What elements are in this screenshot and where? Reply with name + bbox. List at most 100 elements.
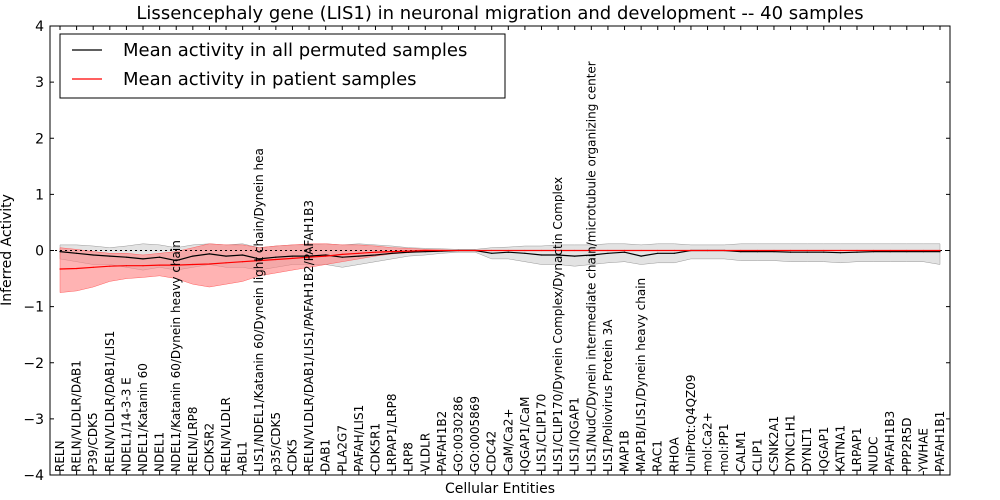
- data-point-series-0: [673, 252, 675, 254]
- x-category-label: mol:PP1: [717, 423, 731, 472]
- data-point-series-0: [491, 252, 493, 254]
- x-category-label: CALM1: [734, 431, 748, 472]
- data-point-series-0: [906, 251, 908, 253]
- legend-label-permuted: Mean activity in all permuted samples: [123, 40, 467, 61]
- x-category-label: IQGAP1: [817, 427, 831, 472]
- x-axis-title: Cellular Entities: [445, 481, 555, 497]
- x-category-label: LRP8: [402, 442, 416, 472]
- data-point-series-1: [142, 265, 144, 267]
- data-point-series-0: [142, 258, 144, 260]
- data-point-series-0: [607, 252, 609, 254]
- data-point-series-1: [424, 249, 426, 252]
- data-point-series-0: [109, 255, 111, 257]
- data-point-series-0: [92, 254, 94, 256]
- x-category-label: DAB1: [319, 439, 333, 472]
- x-category-label: NUDC: [867, 437, 881, 472]
- data-point-series-1: [109, 265, 111, 267]
- x-category-label: LRPAP1: [850, 427, 864, 472]
- data-point-series-0: [856, 251, 858, 253]
- data-point-series-1: [922, 249, 925, 252]
- data-point-series-0: [640, 255, 642, 257]
- data-point-series-1: [889, 249, 891, 252]
- data-point-series-0: [242, 254, 244, 256]
- y-tick-label: 4: [35, 19, 44, 35]
- data-point-series-0: [524, 252, 526, 254]
- data-point-series-0: [623, 251, 626, 253]
- data-point-series-0: [424, 251, 426, 253]
- x-category-label: RELN/VLDLR/DAB1/LIS1/PAFAH1B2/PAFAH1B3: [302, 200, 316, 472]
- data-point-series-0: [839, 252, 842, 254]
- x-category-label: PAFAH1B1: [933, 411, 947, 472]
- x-category-label: PAFAH/LIS1: [352, 405, 366, 472]
- data-point-series-1: [325, 255, 327, 257]
- data-point-series-0: [159, 256, 161, 258]
- data-point-series-0: [540, 254, 543, 256]
- data-point-series-0: [358, 255, 360, 257]
- data-point-series-1: [507, 249, 509, 252]
- data-point-series-1: [192, 263, 194, 266]
- data-point-series-1: [125, 265, 127, 267]
- y-tick-label: 1: [35, 187, 44, 203]
- x-category-label: NDEL1/14-3-3 E: [119, 377, 133, 472]
- data-point-series-0: [574, 255, 576, 257]
- data-point-series-1: [806, 249, 808, 252]
- y-tick-label: 3: [35, 75, 44, 91]
- x-category-label: LIS1/NudC/Dynein intermediate chain/micr…: [584, 61, 598, 472]
- data-point-series-1: [873, 249, 875, 252]
- x-category-label: PAFAH1B3: [883, 411, 897, 472]
- data-point-series-1: [175, 264, 177, 266]
- data-point-series-1: [839, 249, 842, 252]
- data-point-series-0: [806, 251, 808, 253]
- x-category-label: DYNC1H1: [784, 414, 798, 472]
- data-point-series-1: [607, 249, 609, 252]
- data-point-series-0: [291, 255, 294, 257]
- x-category-label: LIS1/CLIP170/Dynein Complex/Dynactin Com…: [551, 177, 565, 472]
- data-point-series-0: [59, 251, 61, 253]
- data-point-series-0: [125, 256, 127, 258]
- data-point-series-0: [408, 251, 410, 253]
- x-category-label: RELN/VLDLR: [219, 397, 233, 472]
- data-point-series-1: [441, 249, 443, 252]
- x-category-label: RAC1: [651, 440, 665, 472]
- series-lines: [59, 249, 941, 270]
- data-point-series-1: [939, 249, 941, 252]
- data-point-series-0: [275, 256, 277, 258]
- data-point-series-0: [922, 251, 925, 253]
- x-category-label: GO:0030286: [451, 396, 465, 472]
- x-category-label: DYNLT1: [800, 427, 814, 472]
- data-point-series-1: [706, 249, 709, 252]
- x-category-label: IQGAP1/CaM: [518, 397, 532, 473]
- data-point-series-1: [773, 249, 775, 252]
- data-point-series-0: [225, 255, 227, 257]
- x-category-label: GO:0005869: [468, 396, 482, 472]
- data-point-series-1: [457, 249, 460, 252]
- data-point-series-1: [76, 267, 78, 270]
- x-category-label: NDEL1/Katanin 60/Dynein heavy chain: [169, 240, 183, 472]
- x-category-label: NDEL1/Katanin 60: [136, 363, 150, 472]
- x-category-label: YWHAE: [916, 428, 930, 473]
- data-point-series-0: [590, 254, 592, 256]
- data-point-series-1: [756, 249, 759, 252]
- x-category-label: CDK5R2: [202, 423, 216, 472]
- data-point-series-1: [790, 249, 792, 252]
- data-point-series-0: [308, 255, 310, 257]
- data-point-series-0: [374, 254, 377, 256]
- y-tick-label: −3: [23, 412, 44, 428]
- data-point-series-1: [673, 249, 675, 252]
- data-point-series-1: [574, 249, 576, 252]
- data-point-series-1: [723, 249, 725, 252]
- x-category-label: NDEL1: [153, 432, 167, 472]
- y-axis-title: Inferred Activity: [0, 194, 15, 306]
- data-point-series-0: [507, 251, 509, 253]
- data-point-series-1: [823, 249, 825, 252]
- data-point-series-1: [640, 249, 642, 252]
- y-tick-label: −2: [23, 356, 44, 372]
- x-category-label: ABL1: [236, 441, 250, 472]
- series-line-1: [59, 249, 940, 270]
- x-category-label: VLDLR: [418, 433, 432, 472]
- x-category-label: PLA2G7: [335, 425, 349, 472]
- x-category-label: CSNK2A1: [767, 416, 781, 472]
- legend: Mean activity in all permuted samples Me…: [59, 33, 506, 99]
- data-point-series-0: [175, 260, 177, 262]
- data-point-series-1: [374, 251, 377, 253]
